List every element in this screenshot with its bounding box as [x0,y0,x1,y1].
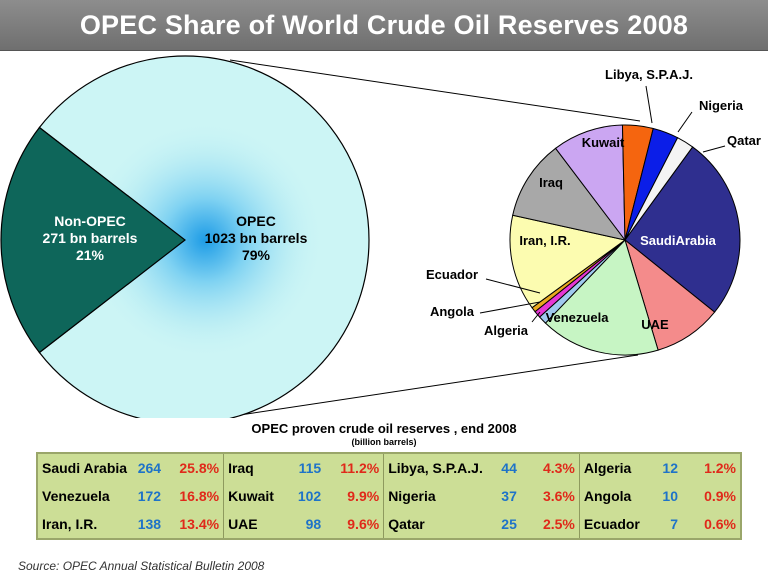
chart-title: OPEC Share of World Crude Oil Reserves 2… [79,9,689,40]
table-country-name: Venezuela [42,488,110,504]
opec-label-value-text: 1023 bn barrels [205,230,308,246]
table-country-name: Libya, S.P.A.J. [388,460,483,476]
table-cell-algeria: Algeria 12 1.2% [580,454,740,482]
table-cell-kuwait: Kuwait 102 9.9% [224,482,385,510]
non-opec-label-value-text: 271 bn barrels [43,230,138,246]
table-share-percent: 9.9% [347,488,380,504]
opec-label-label: OPEC [236,213,276,229]
table-reserve-value: 44 [501,460,517,476]
table-country-name: UAE [228,516,258,532]
reserves-table: Saudi Arabia 264 25.8% Iraq 115 11.2% Libya, S… [36,452,742,540]
table-reserve-value: 172 [137,488,162,504]
table-share-percent: 16.8% [179,488,220,504]
connector-line-bottom [239,354,639,416]
table-reserve-value: 138 [137,516,162,532]
non-opec-label-label: Non-OPEC [54,213,126,229]
table-country-name: Nigeria [388,488,436,504]
table-reserve-value: 25 [501,516,517,532]
table-share-percent: 25.8% [179,460,220,476]
slice-label-qatar: Qatar [727,133,761,148]
table-share-percent: 3.6% [542,488,575,504]
pie-slice-qatar [624,137,694,241]
non-opec-label-percent-text: 21% [76,247,105,263]
table-reserve-value: 37 [501,488,517,504]
slice-label-iraq: Iraq [539,175,563,190]
table-reserve-value: 12 [662,460,678,476]
pie-slice-kuwait [554,124,626,242]
opec-glow [85,120,325,360]
table-title: OPEC proven crude oil reserves , end 200… [251,421,517,436]
table-reserve-value: 264 [137,460,162,476]
table-country-name: Ecuador [583,516,640,532]
pie-slice-saudi-arabia [624,146,741,313]
table-reserve-value: 102 [297,488,322,504]
table-country-name: Qatar [388,516,425,532]
leader-line-qatar [702,145,726,153]
leader-line-algeria [531,311,541,323]
table-share-percent: 4.3% [542,460,575,476]
table-share-percent: 11.2% [340,460,380,476]
slice-label-iran-i-r: Iran, I.R. [519,233,570,248]
slice-label-kuwait: Kuwait [582,135,625,150]
table-country-name: Angola [583,488,632,504]
table-country-name: Iran, I.R. [42,516,98,532]
table-share-percent: 1.2% [704,460,736,476]
table-cell-iran-i-r: Iran, I.R. 138 13.4% [38,510,225,538]
table-cell-libya-s-p-a-j: Libya, S.P.A.J. 44 4.3% [384,454,580,482]
slice-label-angola: Angola [430,304,475,319]
slice-label-venezuela: Venezuela [546,310,610,325]
table-country-name: Iraq [228,460,254,476]
pie-slice-iraq [512,147,627,241]
table-unit: (billion barrels) [351,437,417,447]
table-reserve-value: 115 [298,460,322,476]
slice-label-algeria: Algeria [484,323,529,338]
table-cell-ecuador: Ecuador 7 0.6% [580,510,740,538]
table-reserve-value: 7 [670,516,678,532]
connector-line-top [229,59,641,122]
table-share-percent: 13.4% [179,516,220,532]
table-country-name: Algeria [583,460,632,476]
table-cell-uae: UAE 98 9.6% [224,510,385,538]
slice-label-nigeria: Nigeria [699,98,744,113]
table-share-percent: 0.9% [704,488,736,504]
table-cell-iraq: Iraq 115 11.2% [224,454,385,482]
slice-label-ecuador: Ecuador [426,267,478,282]
opec-label-percent-text: 79% [242,247,271,263]
leader-line-angola [479,301,541,314]
pie-slice-non-opec [0,126,186,354]
table-cell-venezuela: Venezuela 172 16.8% [38,482,225,510]
leader-line-libya-s-p-a-j [645,85,653,124]
slice-label-saudi-arabia: SaudiArabia [640,233,717,248]
table-reserve-value: 98 [305,516,322,532]
table-cell-angola: Angola 10 0.9% [580,482,740,510]
pie-slice-venezuela [544,239,659,356]
leader-line-nigeria [677,111,693,133]
table-reserve-value: 10 [662,488,678,504]
table-cell-nigeria: Nigeria 37 3.6% [384,482,580,510]
title-bar: OPEC Share of World Crude Oil Reserves 2… [0,0,768,51]
table-country-name: Saudi Arabia [42,460,128,476]
table-share-percent: 0.6% [704,516,736,532]
table-share-percent: 2.5% [542,516,575,532]
table-cell-saudi-arabia: Saudi Arabia 264 25.8% [38,454,225,482]
leader-line-ecuador [485,278,541,294]
source-note: Source: OPEC Annual Statistical Bulletin… [18,559,265,573]
table-share-percent: 9.6% [347,516,380,532]
table-cell-qatar: Qatar 25 2.5% [384,510,580,538]
slice-label-uae: UAE [641,317,669,332]
table-country-name: Kuwait [228,488,274,504]
slice-label-libya-s-p-a-j: Libya, S.P.A.J. [605,67,693,82]
